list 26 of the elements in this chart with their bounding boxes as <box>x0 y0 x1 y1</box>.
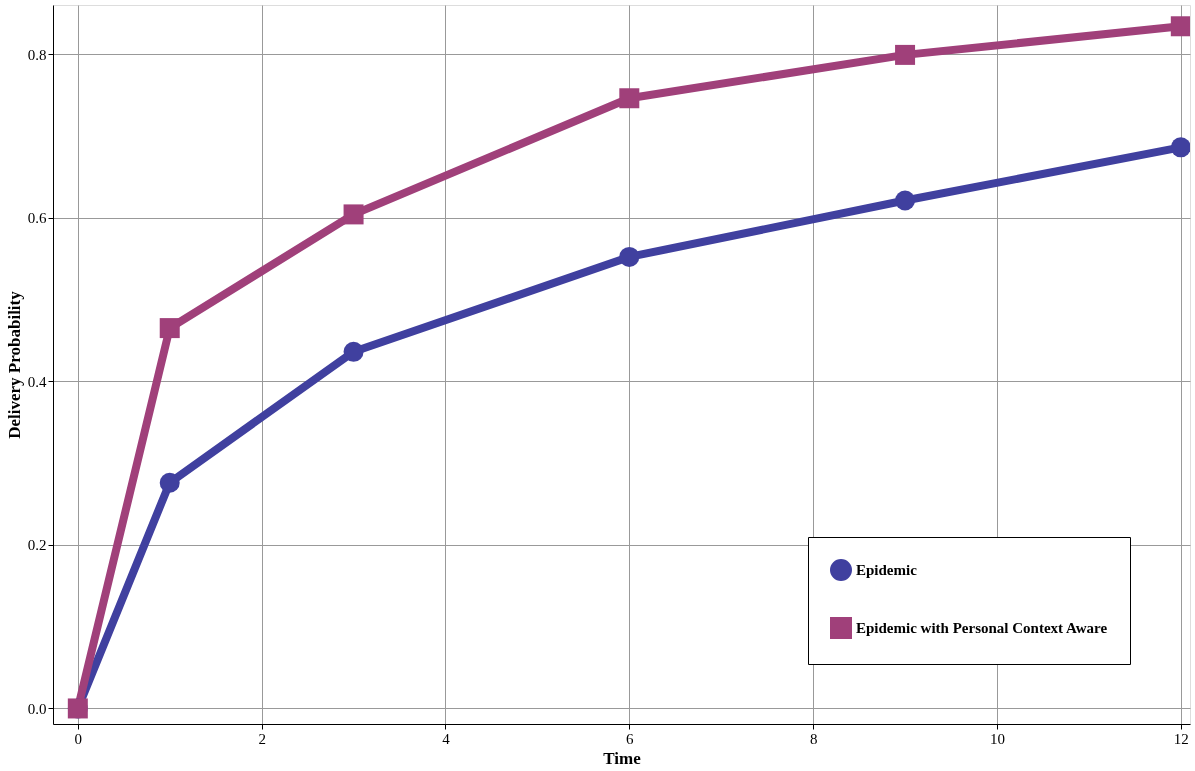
x-axis-title: Time <box>603 748 642 768</box>
point <box>1170 137 1190 158</box>
legend-label: Epidemic <box>856 562 918 578</box>
point <box>343 341 364 362</box>
x-tick-label: 0 <box>74 730 83 747</box>
x-tick-label: 2 <box>258 730 266 747</box>
point <box>895 44 916 65</box>
point <box>343 204 364 225</box>
y-tick-label: 0.8 <box>27 46 47 63</box>
x-tick-label: 8 <box>809 730 818 747</box>
x-tick-label: 4 <box>442 730 451 747</box>
x-tick-label: 10 <box>989 730 1005 747</box>
y-tick-label: 0.2 <box>27 537 47 554</box>
legend-label: Epidemic with Personal Context Aware <box>856 620 1108 636</box>
point <box>619 246 640 267</box>
y-axis-title: Delivery Probability <box>4 290 24 439</box>
point <box>895 190 916 211</box>
x-tick-label: 12 <box>1173 730 1189 747</box>
y-tick-label: 0.0 <box>27 700 47 717</box>
y-tick-label: 0.4 <box>27 373 47 390</box>
point <box>619 88 640 109</box>
point <box>1170 16 1190 37</box>
x-tick-label: 6 <box>626 730 635 747</box>
y-tick-label: 0.6 <box>27 210 47 227</box>
point <box>159 318 180 339</box>
point <box>159 472 180 493</box>
